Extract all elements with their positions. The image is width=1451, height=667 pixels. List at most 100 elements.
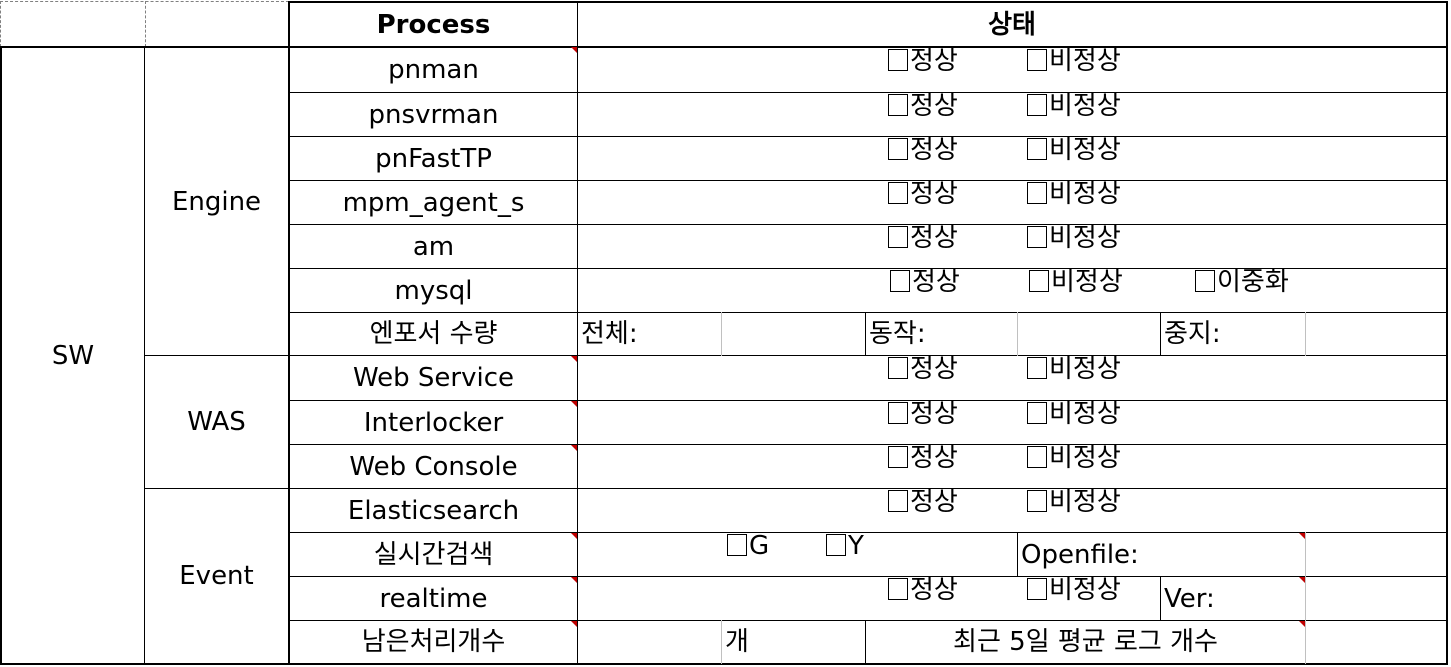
checkbox-icon[interactable] — [1029, 270, 1049, 292]
version-value[interactable] — [1306, 577, 1446, 620]
checkbox-icon[interactable] — [890, 270, 910, 292]
openfile-label: Openfile: — [1021, 539, 1139, 570]
comment-indicator-icon — [571, 401, 577, 407]
checkbox-icon[interactable] — [826, 534, 846, 556]
status-normal-option[interactable]: 정상 — [888, 489, 998, 532]
comment-indicator-icon — [1299, 533, 1305, 539]
status-abnormal-option[interactable]: 비정상 — [1027, 93, 1157, 136]
avg-log-value[interactable] — [1306, 621, 1446, 663]
status-redundant-option[interactable]: 이중화 — [1195, 269, 1325, 312]
comment-indicator-icon — [571, 356, 577, 362]
checkbox-icon[interactable] — [1027, 357, 1047, 379]
status-normal-option[interactable]: 정상 — [888, 577, 998, 620]
status-normal-option[interactable]: 정상 — [888, 225, 998, 268]
status-normal-option[interactable]: 정상 — [888, 93, 998, 136]
gridline — [289, 1, 1448, 3]
gridline — [1305, 312, 1306, 356]
checkbox-icon[interactable] — [888, 226, 908, 248]
comment-indicator-icon — [571, 533, 577, 539]
gridline — [289, 400, 1447, 401]
gridline — [289, 224, 1447, 225]
enposer-active-value[interactable] — [1018, 313, 1160, 355]
status-normal-option[interactable]: 정상 — [888, 48, 998, 92]
comment-indicator-icon — [1299, 621, 1305, 627]
checkbox-icon[interactable] — [888, 578, 908, 600]
checkbox-icon[interactable] — [1027, 226, 1047, 248]
checkbox-icon[interactable] — [888, 94, 908, 116]
status-abnormal-option[interactable]: 비정상 — [1027, 137, 1157, 180]
version-label: Ver: — [1164, 583, 1215, 614]
checkbox-icon[interactable] — [1027, 402, 1047, 424]
gridline — [289, 444, 1447, 445]
gridline — [289, 92, 1447, 93]
gridline — [289, 312, 1447, 313]
gridline — [1305, 620, 1306, 664]
process-name: mpm_agent_s — [342, 187, 525, 218]
status-normal-option[interactable]: 정상 — [888, 356, 998, 400]
checkbox-icon[interactable] — [727, 534, 747, 556]
gridline — [1160, 312, 1161, 356]
process-name: Interlocker — [363, 407, 504, 438]
header-process: Process — [376, 9, 491, 40]
gridline — [289, 620, 1447, 621]
process-name: Web Console — [349, 451, 518, 482]
status-abnormal-option[interactable]: 비정상 — [1029, 269, 1159, 312]
gridline — [289, 576, 1447, 577]
checkbox-icon[interactable] — [1027, 138, 1047, 160]
gridline — [289, 488, 1447, 489]
gridline — [0, 663, 1448, 665]
checkbox-icon[interactable] — [1027, 490, 1047, 512]
header-status: 상태 — [988, 9, 1036, 40]
enposer-total-value[interactable] — [722, 313, 865, 355]
status-abnormal-option[interactable]: 비정상 — [1027, 489, 1157, 532]
gridline — [721, 620, 722, 664]
gridline — [289, 136, 1447, 137]
status-normal-option[interactable]: 정상 — [888, 181, 998, 224]
checkbox-icon[interactable] — [1027, 578, 1047, 600]
gridline — [1017, 312, 1018, 356]
checkbox-icon[interactable] — [888, 357, 908, 379]
status-normal-option[interactable]: 정상 — [888, 445, 998, 488]
checkbox-icon[interactable] — [888, 402, 908, 424]
checkbox-icon[interactable] — [1027, 49, 1047, 71]
process-name: Elasticsearch — [347, 495, 520, 526]
gridline — [721, 312, 722, 356]
checkbox-icon[interactable] — [888, 446, 908, 468]
checkbox-icon[interactable] — [1195, 270, 1215, 292]
gridline — [0, 1, 1, 47]
status-abnormal-option[interactable]: 비정상 — [1027, 181, 1157, 224]
status-normal-option[interactable]: 정상 — [888, 401, 998, 444]
status-abnormal-option[interactable]: 비정상 — [1027, 48, 1157, 92]
checkbox-icon[interactable] — [888, 182, 908, 204]
comment-indicator-icon — [1299, 577, 1305, 583]
search-option-g[interactable]: G — [727, 533, 807, 576]
checkbox-icon[interactable] — [1027, 182, 1047, 204]
gridline — [0, 1, 289, 2]
status-abnormal-option[interactable]: 비정상 — [1027, 445, 1157, 488]
checkbox-icon[interactable] — [1027, 446, 1047, 468]
remaining-unit-label: 개 — [725, 627, 749, 657]
process-name: 실시간검색 — [373, 539, 494, 570]
checkbox-icon[interactable] — [888, 138, 908, 160]
enposer-total-label: 전체: — [581, 319, 638, 349]
status-abnormal-option[interactable]: 비정상 — [1027, 225, 1157, 268]
process-name: pnFastTP — [375, 143, 492, 174]
status-normal-option[interactable]: 정상 — [888, 137, 998, 180]
status-abnormal-option[interactable]: 비정상 — [1027, 356, 1157, 400]
process-name: mysql — [394, 275, 473, 306]
status-normal-option[interactable]: 정상 — [890, 269, 1000, 312]
enposer-stopped-value[interactable] — [1306, 313, 1446, 355]
checkbox-icon[interactable] — [888, 49, 908, 71]
search-option-y[interactable]: Y — [826, 533, 906, 576]
process-name: 엔포서 수량 — [369, 319, 498, 349]
remaining-count-value[interactable] — [578, 621, 721, 663]
openfile-value[interactable] — [1306, 533, 1446, 576]
enposer-active-label: 동작: — [869, 319, 926, 349]
checkbox-icon[interactable] — [1027, 94, 1047, 116]
gridline — [0, 46, 1448, 48]
status-abnormal-option[interactable]: 비정상 — [1027, 401, 1157, 444]
status-abnormal-option[interactable]: 비정상 — [1027, 577, 1157, 620]
gridline — [1017, 532, 1018, 576]
checkbox-icon[interactable] — [888, 490, 908, 512]
